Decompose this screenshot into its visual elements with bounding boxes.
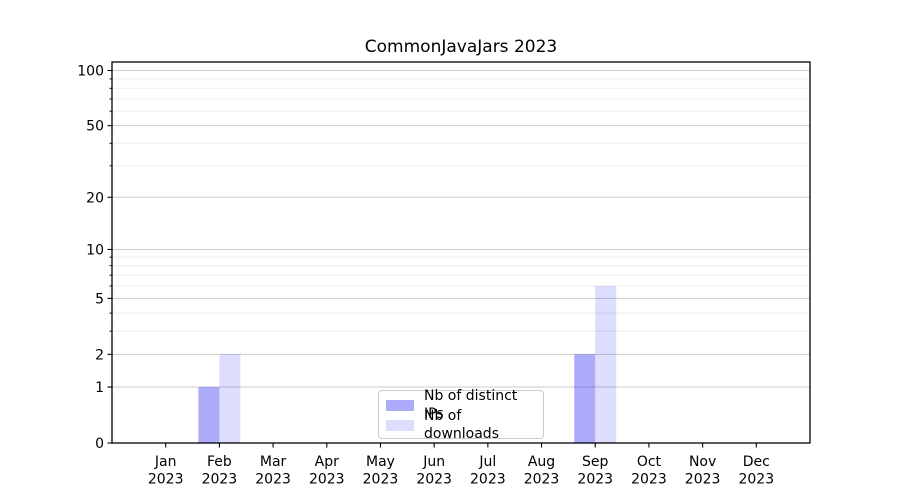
legend: Nb of distinct IPs Nb of downloads xyxy=(378,388,544,442)
x-tick-label: Apr 2023 xyxy=(309,454,345,488)
x-tick-label: Jan 2023 xyxy=(148,454,184,488)
bar-feb-series1 xyxy=(219,354,241,443)
legend-item-downloads: Nb of downloads xyxy=(386,408,535,442)
y-tick-label: 5 xyxy=(95,291,104,307)
bar-sep-series1 xyxy=(595,285,617,443)
y-tick-label: 10 xyxy=(86,242,104,258)
x-tick-label: Aug 2023 xyxy=(524,454,560,488)
y-tick-label: 2 xyxy=(95,347,104,363)
legend-label-distinct-ips: Nb of distinct IPs xyxy=(424,388,518,422)
legend-swatch-downloads xyxy=(386,419,414,431)
y-tick-label: 50 xyxy=(86,119,104,135)
y-tick-label: 100 xyxy=(77,64,104,80)
y-tick-label: 1 xyxy=(95,380,104,396)
y-tick-label: 0 xyxy=(95,436,104,452)
y-tick-label: 20 xyxy=(86,190,104,206)
x-tick-label: Feb 2023 xyxy=(202,454,238,488)
x-tick-label: Nov 2023 xyxy=(685,454,721,488)
x-tick-label: Mar 2023 xyxy=(255,454,291,488)
legend-label-downloads: Nb of downloads xyxy=(424,408,499,442)
bar-feb-series0 xyxy=(198,387,220,443)
x-tick-label: Oct 2023 xyxy=(631,454,667,488)
legend-swatch-distinct-ips xyxy=(386,399,414,411)
legend-item-distinct-ips: Nb of distinct IPs xyxy=(386,388,535,422)
chart-title: CommonJavaJars 2023 xyxy=(364,37,558,57)
x-tick-label: Jun 2023 xyxy=(416,454,452,488)
x-tick-label: Sep 2023 xyxy=(577,454,613,488)
x-tick-label: May 2023 xyxy=(363,454,399,488)
plot-border xyxy=(111,61,811,444)
x-tick-label: Dec 2023 xyxy=(738,454,774,488)
x-tick-label: Jul 2023 xyxy=(470,454,506,488)
bar-sep-series0 xyxy=(574,354,596,443)
